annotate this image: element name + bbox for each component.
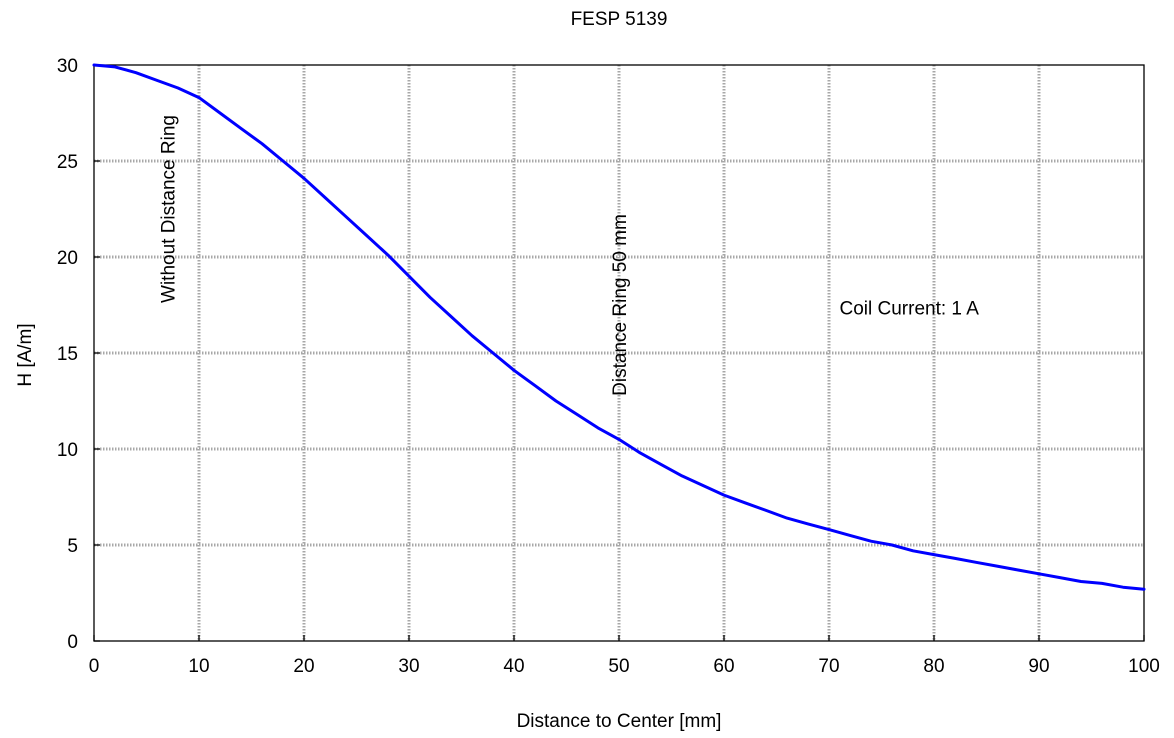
- y-tick-label-3: 15: [57, 344, 78, 365]
- chart-title: FESP 5139: [571, 9, 668, 30]
- x-tick-label-3: 30: [398, 656, 419, 677]
- annotation-1: Distance Ring 50 mm: [610, 214, 631, 396]
- x-axis-label: Distance to Center [mm]: [517, 711, 722, 732]
- series-line-0: [92, 63, 1146, 591]
- y-axis-label: H [A/m]: [15, 323, 36, 386]
- annotation-0: Without Distance Ring: [159, 115, 180, 303]
- x-tick-label-9: 90: [1028, 656, 1049, 677]
- x-tick-label-8: 80: [923, 656, 944, 677]
- annotation-2: Coil Current: 1 A: [840, 299, 980, 320]
- x-tick-label-4: 40: [503, 656, 524, 677]
- y-tick-label-5: 25: [57, 152, 78, 173]
- y-axis: 0 5 10 15 20 25 30: [57, 56, 100, 653]
- y-tick-label-2: 10: [57, 440, 78, 461]
- x-tick-label-6: 60: [713, 656, 734, 677]
- y-tick-label-0: 0: [67, 632, 78, 653]
- x-tick-label-5: 50: [608, 656, 629, 677]
- grid: [94, 65, 1144, 641]
- y-tick-label-4: 20: [57, 248, 78, 269]
- x-tick-label-0: 0: [89, 656, 100, 677]
- series-group: [92, 63, 1146, 591]
- y-tick-label-1: 5: [67, 536, 78, 557]
- x-tick-label-2: 20: [293, 656, 314, 677]
- x-axis: 0 10 20 30 40 50 60 70 80 90 100: [89, 635, 1160, 677]
- x-tick-label-7: 70: [818, 656, 839, 677]
- annotations: Without Distance Ring Distance Ring 50 mm…: [159, 115, 980, 396]
- x-tick-label-1: 10: [188, 656, 209, 677]
- y-tick-label-6: 30: [57, 56, 78, 77]
- x-tick-label-10: 100: [1128, 656, 1160, 677]
